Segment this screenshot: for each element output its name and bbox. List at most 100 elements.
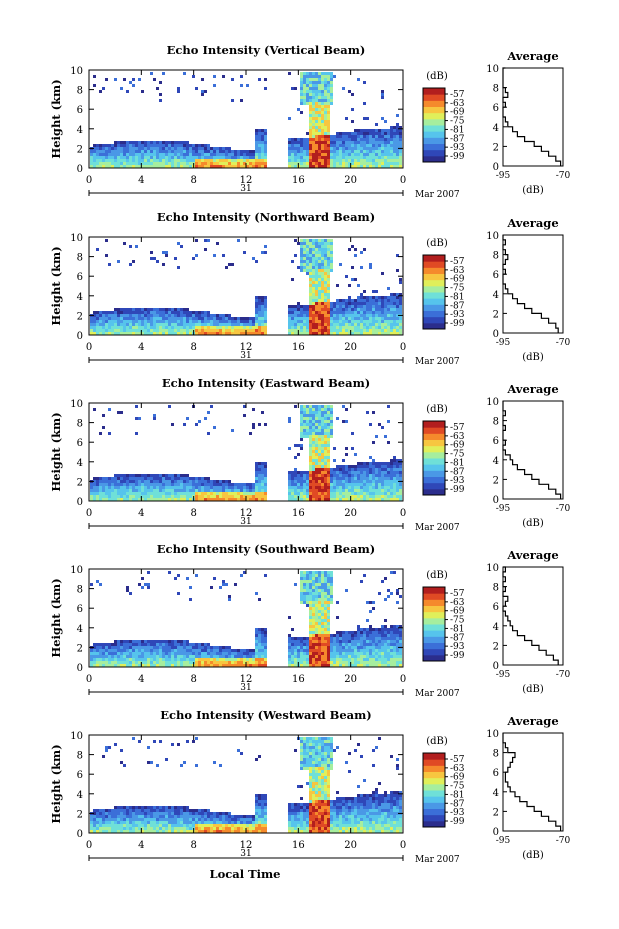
average-y-tick-label: 2: [493, 142, 499, 153]
heatmap-cells: [90, 239, 402, 335]
average-y-tick-label: 10: [486, 64, 499, 75]
average-y-tick-label: 0: [493, 162, 499, 173]
day-label: 31: [240, 351, 251, 361]
colorbar-tick-label: -93: [450, 642, 465, 652]
colorbar-segment: [423, 476, 445, 484]
average-profile-line: [502, 401, 562, 499]
colorbar-segment: [423, 118, 445, 126]
x-tick-label: 12: [240, 508, 253, 519]
colorbar-segment: [423, 488, 445, 496]
colorbar-segment: [423, 261, 445, 268]
colorbar-segment: [423, 439, 445, 447]
beam-panel-2: Echo Intensity (Eastward Beam) 0 2 4 6 8 10 Hei…: [49, 376, 571, 533]
colorbar-segment: [423, 753, 445, 760]
colorbar-tick-label: -99: [450, 485, 465, 495]
average-y-tick-label: 2: [493, 641, 499, 652]
colorbar-segment: [423, 482, 445, 490]
heatmap-cells: [90, 72, 402, 168]
y-axis-label: Height (km): [49, 79, 63, 158]
colorbar-tick-label: -69: [450, 607, 465, 617]
colorbar-segment: [423, 310, 445, 318]
colorbar-segment: [423, 458, 445, 465]
colorbar-segment: [423, 137, 445, 144]
colorbar-segment: [423, 292, 445, 299]
x-tick-label: 20: [344, 508, 357, 519]
y-tick-label: 2: [77, 643, 83, 654]
date-label: Mar 2007: [415, 855, 460, 865]
average-profile-line: [502, 733, 562, 831]
y-tick-label: 4: [77, 292, 83, 303]
colorbar-segment: [423, 759, 445, 766]
x-tick-label: 4: [138, 342, 144, 353]
y-tick-label: 4: [77, 624, 83, 635]
colorbar-tick-label: -57: [450, 589, 465, 599]
average-title: Average: [506, 216, 558, 230]
y-tick-label: 10: [70, 233, 83, 244]
average-x-tick-label: -70: [556, 836, 571, 846]
x-tick-label: 20: [344, 175, 357, 186]
average-y-tick-label: 8: [493, 749, 499, 760]
average-y-tick-label: 10: [486, 563, 499, 574]
average-x-tick-label: -70: [556, 504, 571, 514]
y-tick-label: 10: [70, 731, 83, 742]
colorbar-segment: [423, 316, 445, 324]
colorbar-segment: [423, 125, 445, 132]
x-tick-label: 0: [400, 674, 406, 685]
colorbar-segment: [423, 599, 445, 606]
average-y-tick-label: 10: [486, 397, 499, 408]
y-tick-label: 6: [77, 770, 83, 781]
x-tick-label: 0: [400, 175, 406, 186]
date-label: Mar 2007: [415, 689, 460, 699]
average-frame: [502, 732, 564, 832]
average-y-tick-label: 2: [493, 475, 499, 486]
colorbar-segment: [423, 587, 445, 594]
colorbar-tick-label: -69: [450, 108, 465, 118]
y-axis-label: Height (km): [49, 578, 63, 657]
colorbar-segment: [423, 464, 445, 471]
y-tick-label: 4: [77, 790, 83, 801]
y-tick-label: 2: [77, 311, 83, 322]
x-tick-label: 16: [292, 508, 305, 519]
y-tick-label: 6: [77, 604, 83, 615]
colorbar-tick-label: -93: [450, 143, 465, 153]
average-x-tick-label: -95: [496, 836, 511, 846]
colorbar-tick-label: -57: [450, 257, 465, 267]
average-x-tick-label: -95: [496, 338, 511, 348]
average-y-tick-label: 6: [493, 768, 499, 779]
average-y-tick-label: 0: [493, 661, 499, 672]
colorbar-segment: [423, 427, 445, 434]
panel-title: Echo Intensity (Northward Beam): [157, 210, 375, 224]
average-x-tick-label: -95: [496, 670, 511, 680]
x-tick-label: 8: [190, 508, 196, 519]
colorbar-tick-label: -87: [450, 467, 465, 477]
colorbar-segment: [423, 654, 445, 662]
y-tick-label: 8: [77, 585, 83, 596]
average-y-tick-label: 4: [493, 456, 499, 467]
colorbar-tick-label: -81: [450, 624, 465, 634]
colorbar-segment: [423, 433, 445, 440]
y-tick-label: 2: [77, 809, 83, 820]
average-y-tick-label: 0: [493, 827, 499, 838]
colorbar-tick-label: -63: [450, 266, 465, 276]
colorbar-segment: [423, 100, 445, 107]
colorbar-segment: [423, 298, 445, 305]
colorbar-unit: (dB): [426, 570, 448, 581]
average-x-tick-label: -95: [496, 504, 511, 514]
colorbar-tick-label: -81: [450, 458, 465, 468]
colorbar-tick-label: -63: [450, 432, 465, 442]
colorbar-segment: [423, 451, 445, 459]
y-tick-label: 10: [70, 565, 83, 576]
x-tick-label: 16: [292, 342, 305, 353]
x-tick-label: 16: [292, 175, 305, 186]
y-tick-label: 10: [70, 399, 83, 410]
colorbar-segment: [423, 149, 445, 157]
average-y-tick-label: 0: [493, 495, 499, 506]
x-tick-label: 8: [190, 342, 196, 353]
colorbar-segment: [423, 617, 445, 625]
colorbar-segment: [423, 771, 445, 779]
colorbar-tick-label: -93: [450, 808, 465, 818]
x-tick-label: 0: [400, 840, 406, 851]
beam-panel-4: Echo Intensity (Westward Beam) 0 2 4 6 8 10 Hei…: [49, 708, 571, 865]
y-tick-label: 6: [77, 272, 83, 283]
colorbar-segment: [423, 814, 445, 822]
